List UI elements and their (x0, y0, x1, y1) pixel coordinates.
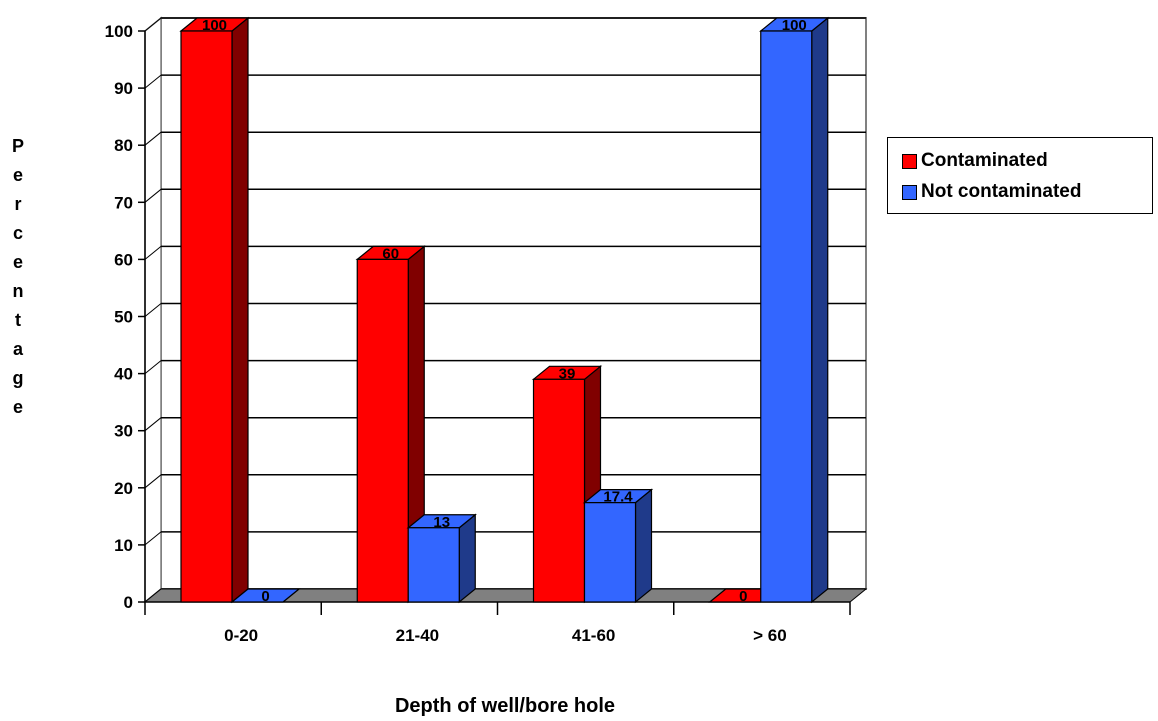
gridline-side (144, 417, 162, 432)
bar (355, 245, 426, 604)
y-tick-label: 70 (114, 193, 133, 212)
bar (582, 488, 654, 604)
legend-label-contaminated: Contaminated (921, 150, 1048, 171)
y-tick-label: 40 (114, 365, 133, 384)
y-tick-label: 90 (114, 79, 133, 98)
y-tick-label: 100 (105, 22, 133, 41)
legend-swatch-contaminated (902, 153, 917, 169)
y-axis-label-letter: r (14, 194, 22, 214)
bar-front (407, 527, 460, 603)
bar (531, 365, 603, 604)
gridline-side (144, 474, 162, 489)
bar-front (356, 258, 409, 603)
legend-swatch-not-contaminated (902, 184, 917, 200)
data-label: 0 (739, 588, 747, 605)
y-axis-label-letter: e (12, 397, 23, 417)
y-tick-label: 30 (114, 422, 133, 441)
legend-item-contaminated: Contaminated (902, 148, 1048, 174)
bar-front (532, 378, 586, 603)
x-tick-label: > 60 (753, 626, 787, 645)
x-tick-label: 21-40 (396, 626, 439, 645)
bar-side (634, 488, 653, 604)
bar-top (230, 588, 301, 603)
y-tick-label: 20 (114, 479, 133, 498)
data-label: 60 (382, 245, 399, 262)
bar (406, 513, 477, 604)
y-tick-label: 10 (114, 536, 133, 555)
bar-side (458, 513, 476, 604)
data-label: 100 (202, 17, 227, 34)
data-label: 0 (261, 588, 269, 605)
y-axis-label-letter: e (12, 165, 23, 185)
y-axis-label-letter: P (11, 136, 24, 156)
y-tick-label: 0 (124, 593, 133, 612)
legend: Contaminated Not contaminated (887, 137, 1153, 214)
bar-front (760, 30, 813, 603)
gridline-side (144, 74, 162, 89)
gridline-side (144, 17, 162, 32)
legend-label-not-contaminated: Not contaminated (921, 181, 1082, 202)
y-tick-label: 50 (114, 308, 133, 327)
y-axis-label-letter: g (12, 368, 24, 388)
x-tick-label: 41-60 (572, 626, 615, 645)
gridline-side (144, 131, 162, 146)
gridline-side (144, 188, 162, 203)
y-axis-label-letter: t (15, 310, 21, 330)
y-tick-label: 60 (114, 250, 133, 269)
gridline-side (144, 246, 162, 260)
bar (179, 16, 250, 604)
data-label: 39 (559, 365, 576, 382)
x-tick-label: 0-20 (224, 626, 258, 645)
y-axis-label-letter: c (12, 223, 23, 243)
bar-side (811, 16, 829, 604)
bar-side (231, 16, 249, 604)
y-axis-label-letter: e (12, 252, 23, 272)
gridline-side (144, 531, 162, 546)
data-label: 17.4 (603, 489, 633, 506)
bar (759, 16, 830, 604)
bar-front (180, 30, 233, 603)
legend-item-not-contaminated: Not contaminated (902, 179, 1081, 205)
bar-front (583, 502, 637, 603)
y-axis-label-letter: a (12, 339, 23, 359)
x-axis-label: Depth of well/bore hole (394, 695, 615, 717)
y-tick-label: 80 (114, 136, 133, 155)
bar (230, 588, 301, 603)
gridline-side (144, 303, 162, 317)
gridline-side (144, 360, 162, 374)
y-axis-label-letter: n (12, 281, 24, 301)
data-label: 13 (433, 514, 450, 531)
data-label: 100 (782, 17, 807, 34)
